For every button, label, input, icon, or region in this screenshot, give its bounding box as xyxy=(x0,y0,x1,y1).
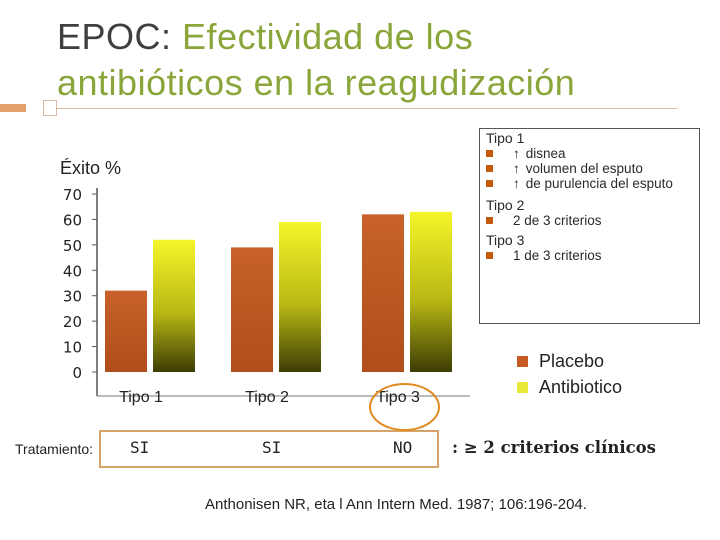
title-divider xyxy=(57,108,677,109)
legend-label: Placebo xyxy=(539,351,605,371)
criteria-item: ↑ de purulencia del esputo xyxy=(486,176,699,191)
criteria-text: volumen del esputo xyxy=(525,161,643,176)
title-decoration xyxy=(0,104,26,112)
legend-item-placebo: Placebo xyxy=(517,348,622,374)
chart-legend: Placebo Antibiotico xyxy=(517,348,622,400)
y-tick-label: 60 xyxy=(63,211,82,229)
legend-label: Antibiotico xyxy=(539,377,623,397)
treatment-value-tipo3: NO xyxy=(393,438,413,457)
bullet-icon xyxy=(486,180,493,187)
y-tick-label: 10 xyxy=(63,339,82,357)
criteria-note: : ≥ 2 criterios clínicos xyxy=(452,438,656,457)
legend-swatch xyxy=(517,356,528,367)
bullet-icon xyxy=(486,217,493,224)
y-tick-label: 0 xyxy=(72,364,82,382)
title-prefix: EPOC: xyxy=(57,16,183,57)
criteria-heading: Tipo 2 xyxy=(486,197,525,213)
criteria-text: disnea xyxy=(525,146,566,161)
y-tick-label: 30 xyxy=(63,288,82,306)
treatment-value-tipo2: SI xyxy=(262,438,282,457)
bar-placebo-tipo-3 xyxy=(362,214,404,372)
arrow-up-icon: ↑ xyxy=(513,161,520,176)
criteria-heading: Tipo 1 xyxy=(486,130,525,146)
highlight-oval xyxy=(369,383,440,431)
criteria-item: 1 de 3 criterios xyxy=(486,248,699,263)
bullet-icon xyxy=(486,252,493,259)
bar-antibiotico-tipo-1 xyxy=(153,239,195,372)
y-axis-label: Éxito % xyxy=(60,158,122,178)
bar-placebo-tipo-2 xyxy=(231,247,273,372)
bullet-icon xyxy=(486,150,493,157)
legend-item-antibiotico: Antibiotico xyxy=(517,374,622,400)
bullet-icon xyxy=(486,165,493,172)
criteria-item: 2 de 3 criterios xyxy=(486,213,699,228)
arrow-up-icon: ↑ xyxy=(513,146,520,161)
y-tick-label: 70 xyxy=(63,186,82,204)
legend-swatch xyxy=(517,382,528,393)
arrow-up-icon: ↑ xyxy=(513,176,520,191)
reference-citation: Anthonisen NR, eta l Ann Intern Med. 198… xyxy=(205,496,587,513)
criteria-text: 2 de 3 criterios xyxy=(513,213,602,228)
y-tick-label: 20 xyxy=(63,313,82,331)
treatment-label: Tratamiento: xyxy=(15,441,94,457)
title-main: Efectividad de los antibióticos en la re… xyxy=(57,16,576,103)
criteria-item: ↑ volumen del esputo xyxy=(486,161,699,176)
y-tick-label: 50 xyxy=(63,237,82,255)
treatment-value-tipo1: SI xyxy=(130,438,150,457)
y-tick-label: 40 xyxy=(63,262,82,280)
criteria-heading: Tipo 3 xyxy=(486,232,525,248)
bar-antibiotico-tipo-3 xyxy=(410,211,452,372)
bar-placebo-tipo-1 xyxy=(105,290,147,372)
x-tick-label: Tipo 2 xyxy=(245,389,289,406)
title-decoration-box xyxy=(43,100,57,116)
criteria-box: Tipo 1 ↑ disnea ↑ volumen del esputo ↑ de p… xyxy=(479,128,700,324)
x-tick-label: Tipo 1 xyxy=(119,389,163,406)
criteria-text: de purulencia del esputo xyxy=(525,176,673,191)
treatment-box xyxy=(99,430,439,468)
criteria-text: 1 de 3 criterios xyxy=(513,248,602,263)
bar-antibiotico-tipo-2 xyxy=(279,221,321,372)
page-title: EPOC: Efectividad de los antibióticos en… xyxy=(57,14,617,106)
criteria-item: ↑ disnea xyxy=(486,146,699,161)
